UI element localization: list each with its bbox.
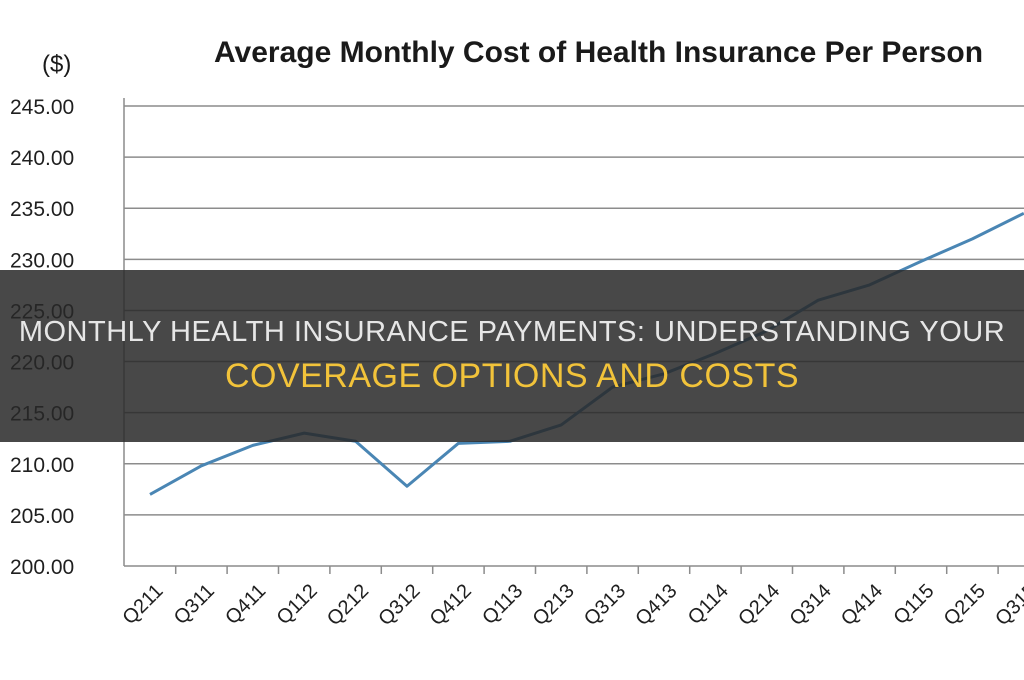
x-tick-label: Q214 bbox=[734, 580, 784, 630]
x-tick-label: Q215 bbox=[940, 580, 990, 630]
x-tick-label: Q412 bbox=[426, 580, 476, 630]
y-tick-label: 230.00 bbox=[10, 249, 74, 272]
x-tick-label: Q314 bbox=[786, 580, 836, 630]
headline-banner: MONTHLY HEALTH INSURANCE PAYMENTS: UNDER… bbox=[0, 270, 1024, 442]
headline-line-2: COVERAGE OPTIONS AND COSTS bbox=[224, 357, 800, 395]
y-tick-label: 235.00 bbox=[10, 198, 74, 221]
x-tick-label: Q414 bbox=[837, 580, 887, 630]
x-tick-label: Q313 bbox=[580, 580, 630, 630]
x-tick-label: Q311 bbox=[170, 580, 219, 629]
y-tick-label: 245.00 bbox=[10, 96, 74, 119]
x-tick-label: Q211 bbox=[118, 580, 167, 629]
y-tick-label: 210.00 bbox=[10, 454, 74, 477]
y-tick-label: 200.00 bbox=[10, 556, 74, 579]
y-axis-unit-label: ($) bbox=[42, 51, 71, 78]
x-tick-label: Q113 bbox=[478, 580, 527, 629]
x-tick-label: Q213 bbox=[529, 580, 579, 630]
x-tick-label: Q114 bbox=[684, 580, 733, 629]
x-tick-label: Q112 bbox=[273, 580, 322, 629]
x-tick-label: Q413 bbox=[631, 580, 681, 630]
y-tick-label: 205.00 bbox=[10, 505, 74, 528]
x-tick-label: Q115 bbox=[889, 580, 938, 629]
x-tick-label: Q312 bbox=[374, 580, 424, 630]
x-axis-ticks: Q211 Q311 Q411 Q112 Q212 Q312 Q412 Q113 Q213 Q313… bbox=[118, 566, 1024, 630]
headline-line-1: MONTHLY HEALTH INSURANCE PAYMENTS: UNDER… bbox=[18, 316, 1006, 348]
x-tick-label: Q212 bbox=[323, 580, 373, 630]
chart-title: Average Monthly Cost of Health Insurance… bbox=[214, 36, 983, 69]
x-tick-label: Q411 bbox=[221, 580, 270, 629]
y-tick-label: 240.00 bbox=[10, 147, 74, 170]
x-tick-label: Q315 bbox=[991, 580, 1024, 630]
